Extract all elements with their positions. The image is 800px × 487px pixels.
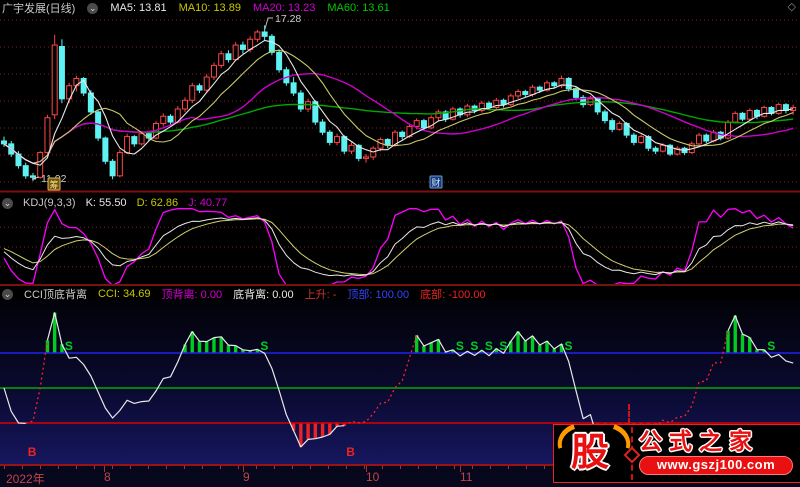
cci-title: CCI顶底背离 [24,289,87,301]
watermark-site-url: www.gszj100.com [639,456,793,475]
cci-top-divergence: 顶背离: 0.00 [161,289,223,301]
axis-tick [40,466,41,469]
svg-text:S: S [456,339,464,353]
cci-rise-value: 上升: - [304,289,337,301]
kdj-title: KDJ(9,3,3) [23,197,76,209]
kdj-j-value: J: 40.77 [188,197,228,209]
axis-label: 8 [104,470,111,484]
axis-tick [526,466,527,469]
collapse-main-icon[interactable]: ⌄ [87,2,99,14]
axis-tick [76,466,77,469]
axis-tick [112,466,113,469]
ma-legend: MA5: 13.81 MA10: 13.89 MA20: 13.23 MA60: 13… [110,2,389,14]
axis-tick [490,466,491,469]
watermark: 股 公式之家 www.gszj100.com [552,424,800,483]
svg-text:17.28: 17.28 [275,13,301,25]
cci-top-band: 顶部: 100.00 [347,289,410,301]
cci-header: ⌄ CCI顶底背离 CCI: 34.69 顶背离: 0.00 底背离: 0.00… [2,287,486,301]
axis-tick [472,466,473,469]
axis-tick [346,466,347,469]
svg-text:S: S [260,339,268,353]
axis-tick [220,466,221,469]
main-chart-header: 广宇发展(日线) ⌄ MA5: 13.81 MA10: 13.89 MA20: 13… [2,1,390,15]
axis-tick [148,466,149,469]
axis-tick [22,466,23,469]
ma-legend-item: MA60: 13.61 [327,2,390,14]
svg-text:S: S [499,339,507,353]
bull-logo: 股 [552,424,636,482]
axis-tick [202,466,203,469]
kdj-header: ⌄ KDJ(9,3,3) K: 55.50 D: 62.86 J: 40.77 [2,196,227,210]
cci-value: CCI: 34.69 [97,288,151,300]
axis-label: 2022年 [6,472,45,486]
axis-tick [4,466,5,469]
axis-tick [130,466,131,469]
svg-text:S: S [564,339,572,353]
svg-text:S: S [65,339,73,353]
watermark-logo-char: 股 [571,432,610,474]
corner-diamond-icon[interactable]: ◇ [787,1,796,13]
axis-tick [328,466,329,469]
kdj-d-value: D: 62.86 [136,197,179,209]
collapse-kdj-icon[interactable]: ⌄ [2,197,13,209]
axis-tick [256,466,257,469]
watermark-dashed-line [628,404,630,424]
kdj-indicator-chart[interactable] [0,196,800,286]
axis-tick [238,466,239,469]
axis-tick [310,466,311,469]
svg-text:财: 财 [431,177,440,188]
axis-month-tick [104,466,105,472]
axis-tick [544,466,545,469]
ma-legend-item: MA20: 13.23 [252,2,316,14]
cci-bottom-divergence: 底背离: 0.00 [233,289,294,301]
watermark-site-name: 公式之家 [639,428,759,454]
axis-tick [454,466,455,469]
svg-text:筹: 筹 [49,179,58,190]
axis-tick [274,466,275,469]
axis-tick [364,466,365,469]
axis-tick [508,466,509,469]
svg-text:B: B [346,445,355,459]
axis-label: 10 [366,470,380,484]
axis-tick [382,466,383,469]
ma-legend-item: MA10: 13.89 [178,2,241,14]
axis-tick [400,466,401,469]
axis-tick [184,466,185,469]
svg-text:S: S [470,339,478,353]
axis-label: 9 [243,470,250,484]
ma-legend-item: MA5: 13.81 [110,2,167,14]
axis-month-tick [366,466,367,472]
axis-month-tick [243,466,244,472]
axis-tick [436,466,437,469]
axis-month-tick [460,466,461,472]
axis-tick [166,466,167,469]
axis-tick [418,466,419,469]
collapse-cci-icon[interactable]: ⌄ [2,288,13,300]
svg-text:S: S [485,339,493,353]
cci-bottom-band: 底部: -100.00 [420,289,486,301]
svg-text:B: B [28,445,37,459]
kdj-k-value: K: 55.50 [85,197,127,209]
axis-tick [94,466,95,469]
page-title: 广宇发展(日线) [2,3,76,15]
axis-tick [292,466,293,469]
axis-label: 11 [460,470,473,484]
axis-tick [58,466,59,469]
watermark-divider [623,427,641,480]
svg-text:S: S [767,339,775,353]
main-candlestick-chart[interactable]: 17.2811.92筹财 [0,0,800,195]
